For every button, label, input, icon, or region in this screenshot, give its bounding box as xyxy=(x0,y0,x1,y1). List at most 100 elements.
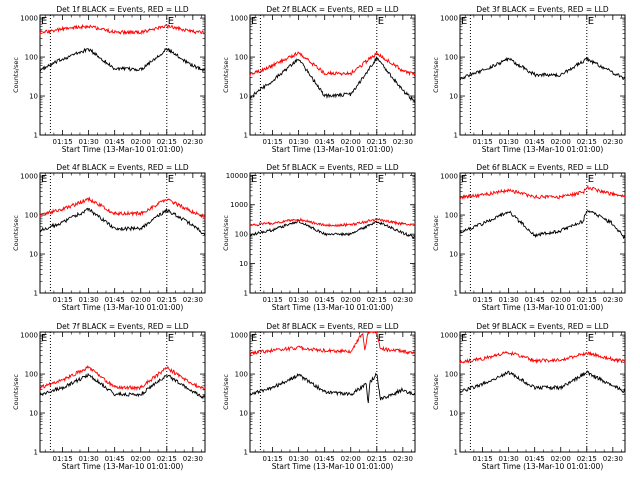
chart-panel: Det 5f BLACK = Events, RED = LLD 1 10 100 10… xyxy=(222,163,416,312)
x-axis-label: Start Time (13-Mar-10 01:01:00) xyxy=(482,145,604,154)
event-marker-label: E xyxy=(588,333,594,344)
series-line-red xyxy=(459,350,626,365)
y-axis-label: Counts/sec xyxy=(12,57,20,93)
chart-title: Det 6f BLACK = Events, RED = LLD xyxy=(476,163,609,172)
y-axis-label: Counts/sec xyxy=(12,374,20,410)
x-tick-label: 02:00 xyxy=(341,138,361,146)
x-axis-label: Start Time (13-Mar-10 01:01:00) xyxy=(272,303,394,312)
x-tick-label: 01:30 xyxy=(289,455,309,463)
x-axis-label: Start Time (13-Mar-10 01:01:00) xyxy=(62,145,184,154)
x-tick-label: 01:15 xyxy=(262,296,282,304)
x-tick-label: 02:00 xyxy=(551,138,571,146)
x-tick-label: 01:15 xyxy=(472,455,492,463)
y-tick-label: 10 xyxy=(29,93,38,101)
y-tick-label: 1 xyxy=(244,132,248,140)
event-marker-label: E xyxy=(168,333,174,344)
x-tick-label: 01:45 xyxy=(105,455,125,463)
y-tick-label: 10 xyxy=(29,410,38,418)
x-tick-label: 02:15 xyxy=(157,455,177,463)
y-tick-label: 1000 xyxy=(230,332,248,340)
x-tick-label: 02:15 xyxy=(157,138,177,146)
y-tick-label: 100 xyxy=(445,371,458,379)
x-tick-label: 02:00 xyxy=(131,455,151,463)
x-tick-label: 02:30 xyxy=(183,138,203,146)
y-axis-label: Counts/sec xyxy=(222,374,230,410)
y-tick-label: 1000 xyxy=(440,173,458,181)
event-marker-label: E xyxy=(251,174,257,185)
event-marker-label: E xyxy=(168,16,174,27)
y-tick-label: 10 xyxy=(239,410,248,418)
y-axis-label: Counts/sec xyxy=(222,215,230,251)
y-tick-label: 10000 xyxy=(226,172,248,180)
chart-title: Det 1f BLACK = Events, RED = LLD xyxy=(56,5,189,14)
y-tick-label: 1000 xyxy=(20,332,38,340)
y-tick-label: 1 xyxy=(454,290,458,298)
chart-title: Det 2f BLACK = Events, RED = LLD xyxy=(266,5,399,14)
y-tick-label: 1 xyxy=(244,449,248,457)
y-tick-label: 100 xyxy=(25,371,38,379)
x-tick-label: 02:30 xyxy=(183,296,203,304)
series-line-black xyxy=(459,56,626,81)
plot-frame xyxy=(39,331,206,453)
x-tick-label: 01:15 xyxy=(52,138,72,146)
x-tick-label: 01:45 xyxy=(105,138,125,146)
y-tick-label: 100 xyxy=(445,54,458,62)
y-tick-label: 10 xyxy=(449,93,458,101)
chart-panel: Det 8f BLACK = Events, RED = LLD 1 10 100 10… xyxy=(222,322,416,471)
x-tick-label: 01:45 xyxy=(525,296,545,304)
x-tick-label: 02:15 xyxy=(367,455,387,463)
series-line-black xyxy=(249,372,416,404)
x-tick-label: 02:15 xyxy=(367,138,387,146)
x-tick-label: 02:30 xyxy=(603,296,623,304)
y-tick-label: 1 xyxy=(244,290,248,298)
chart-title: Det 4f BLACK = Events, RED = LLD xyxy=(56,163,189,172)
chart-title: Det 7f BLACK = Events, RED = LLD xyxy=(56,322,189,331)
event-marker-label: E xyxy=(41,174,47,185)
y-tick-label: 100 xyxy=(25,54,38,62)
chart-title: Det 9f BLACK = Events, RED = LLD xyxy=(476,322,609,331)
y-tick-label: 1 xyxy=(454,132,458,140)
x-tick-label: 02:30 xyxy=(603,138,623,146)
y-tick-label: 1 xyxy=(454,449,458,457)
x-tick-label: 01:15 xyxy=(472,138,492,146)
chart-title: Det 5f BLACK = Events, RED = LLD xyxy=(266,163,399,172)
series-line-black xyxy=(459,370,626,394)
x-tick-label: 01:30 xyxy=(289,138,309,146)
y-tick-label: 100 xyxy=(445,212,458,220)
x-tick-label: 01:15 xyxy=(262,138,282,146)
y-tick-label: 1 xyxy=(34,132,38,140)
y-axis-label: Counts/sec xyxy=(222,57,230,93)
plot-frame xyxy=(39,172,206,294)
plot-frame xyxy=(249,331,416,453)
y-axis-label: Counts/sec xyxy=(12,215,20,251)
x-tick-label: 01:30 xyxy=(289,296,309,304)
x-tick-label: 01:45 xyxy=(315,455,335,463)
y-axis-label: Counts/sec xyxy=(432,215,440,251)
x-tick-label: 01:15 xyxy=(52,455,72,463)
y-tick-label: 100 xyxy=(235,371,248,379)
series-line-black xyxy=(39,207,206,237)
series-line-red xyxy=(39,23,206,36)
y-tick-label: 10 xyxy=(239,93,248,101)
event-marker-label: E xyxy=(251,16,257,27)
y-tick-label: 100 xyxy=(235,54,248,62)
x-tick-label: 01:30 xyxy=(79,296,99,304)
x-tick-label: 01:30 xyxy=(499,455,519,463)
series-line-red xyxy=(39,196,206,219)
event-marker-label: E xyxy=(378,333,384,344)
x-axis-label: Start Time (13-Mar-10 01:01:00) xyxy=(62,303,184,312)
x-tick-label: 01:15 xyxy=(52,296,72,304)
x-tick-label: 01:30 xyxy=(79,138,99,146)
y-tick-label: 10 xyxy=(449,410,458,418)
x-tick-label: 02:30 xyxy=(393,296,413,304)
plot-frame xyxy=(459,14,626,136)
event-marker-label: E xyxy=(251,333,257,344)
series-line-red xyxy=(249,217,416,228)
event-marker-label: E xyxy=(588,174,594,185)
x-tick-label: 02:00 xyxy=(341,455,361,463)
x-tick-label: 02:30 xyxy=(603,455,623,463)
series-line-red xyxy=(459,185,626,200)
chart-panel: Det 6f BLACK = Events, RED = LLD 1 10 100 10… xyxy=(432,163,626,312)
x-tick-label: 01:30 xyxy=(499,138,519,146)
